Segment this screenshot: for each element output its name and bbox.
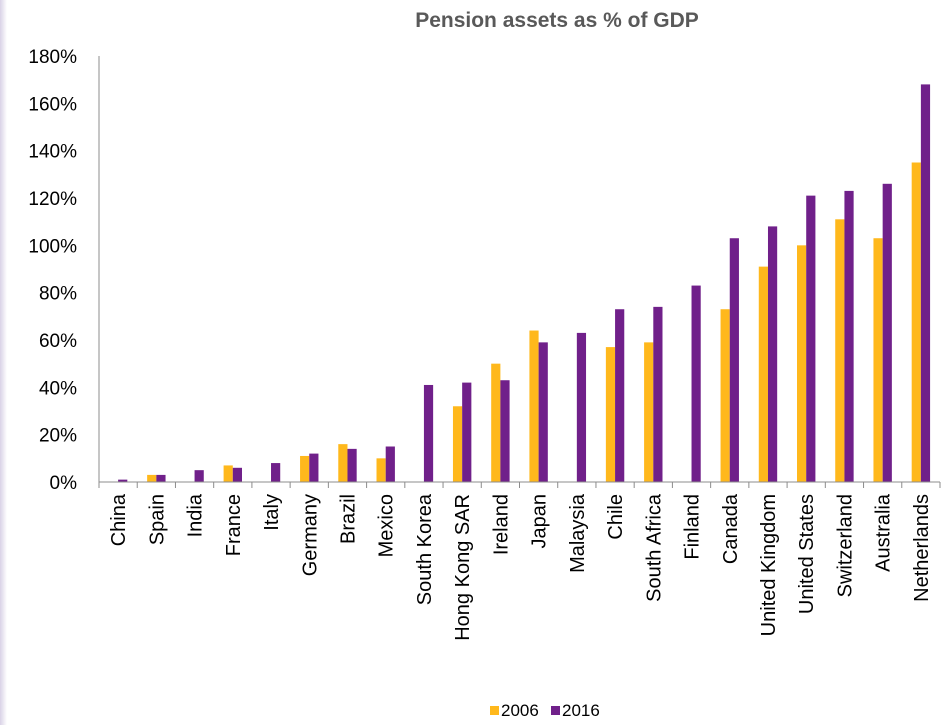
x-tick-label: China [108, 493, 130, 546]
bar-2006 [147, 474, 157, 482]
bar-2006 [911, 162, 921, 482]
y-tick-label: 120% [28, 189, 77, 210]
legend-swatch [551, 706, 560, 715]
legend-swatch [490, 706, 499, 715]
bar-2016 [844, 190, 854, 482]
bar-2016 [423, 384, 434, 482]
x-tick-label: Mexico [376, 494, 398, 557]
bar-2006 [376, 458, 386, 482]
bar-2006 [300, 455, 310, 482]
bar-2006 [452, 406, 463, 482]
bar-2016 [729, 238, 739, 482]
bar-2016 [500, 380, 510, 482]
bar-2016 [156, 474, 166, 482]
bars [118, 84, 931, 483]
x-tick-label: South Africa [643, 493, 665, 602]
x-tick-label: Hong Kong SAR [452, 494, 474, 641]
y-tick-label: 60% [39, 331, 77, 352]
bar-2006 [758, 266, 768, 482]
x-tick-label: Canada [720, 493, 742, 564]
x-tick-label: Ireland [490, 494, 512, 555]
x-tick-label: Germany [299, 494, 321, 576]
bar-2016 [920, 84, 931, 483]
bar-2016 [767, 226, 778, 482]
bar-2016 [462, 382, 472, 482]
bar-2006 [644, 342, 654, 482]
bar-2016 [347, 448, 357, 482]
x-tick-label: Japan [529, 494, 551, 549]
bar-2016 [232, 467, 242, 482]
bar-2006 [873, 238, 883, 482]
y-tick-label: 140% [28, 142, 77, 163]
x-tick-label: Italy [261, 494, 283, 531]
x-tick-label: United States [796, 494, 818, 614]
bar-2006 [338, 444, 348, 482]
x-tick-label: Malaysia [567, 493, 589, 573]
bar-2016 [271, 463, 281, 482]
bar-2016 [118, 479, 128, 482]
x-tick-label: Spain [146, 494, 168, 545]
bar-2006 [491, 363, 501, 482]
bar-2016 [538, 342, 548, 482]
bar-2016 [615, 309, 625, 482]
legend-label: 2006 [501, 701, 539, 720]
y-tick-label: 180% [28, 47, 77, 68]
bar-2006 [223, 465, 233, 482]
x-axis: China Spain India France Italy Germany Brazil M… [98, 481, 941, 641]
legend: 2006 2016 [490, 701, 600, 720]
y-tick-label: 40% [39, 378, 77, 399]
left-edge-strip [0, 0, 7, 725]
bar-2016 [576, 332, 587, 482]
bar-2016 [882, 183, 892, 483]
x-tick-label: Chile [605, 494, 627, 540]
x-tick-label: France [223, 494, 245, 556]
x-tick-label: South Korea [414, 493, 436, 605]
bar-2006 [835, 219, 845, 483]
bar-2016 [194, 470, 204, 482]
y-tick-label: 0% [50, 473, 78, 494]
legend-label: 2016 [562, 701, 600, 720]
x-tick-label: Switzerland [834, 494, 856, 597]
y-axis: 0% 20% 40% 60% 80% 100% 120% 140% 160% 180% [28, 47, 100, 494]
chart-title: Pension assets as % of GDP [415, 9, 699, 32]
bar-2006 [797, 245, 807, 482]
bar-2006 [720, 309, 730, 482]
bar-2016 [806, 195, 816, 482]
y-tick-label: 80% [39, 284, 77, 305]
x-tick-label: India [185, 493, 207, 537]
x-tick-label: United Kingdom [758, 494, 780, 636]
x-tick-label: Australia [873, 493, 895, 572]
bar-2006 [529, 330, 539, 482]
y-tick-label: 100% [28, 236, 77, 257]
x-tick-label: Netherlands [911, 494, 933, 602]
y-tick-label: 160% [28, 94, 77, 115]
bar-2016 [385, 446, 395, 482]
x-tick-label: Finland [682, 494, 704, 560]
bar-2006 [605, 347, 616, 482]
y-tick-label: 20% [39, 426, 77, 447]
bar-2016 [653, 306, 663, 482]
bar-2016 [309, 453, 319, 482]
x-tick-label: Brazil [337, 494, 359, 544]
bar-2016 [691, 285, 701, 482]
